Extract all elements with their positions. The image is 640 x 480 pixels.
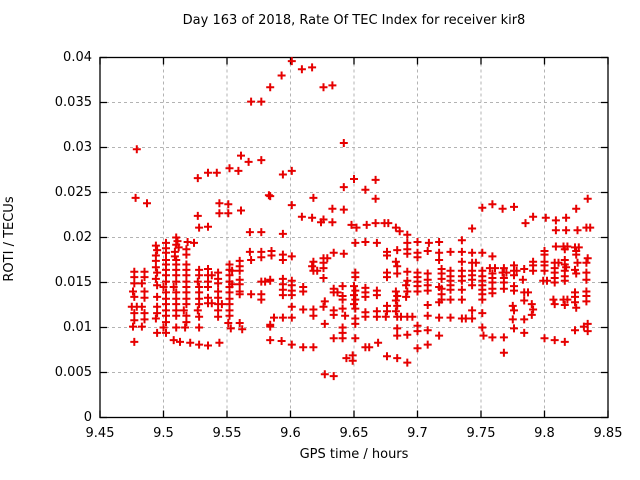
- x-tick-label: 9.75: [466, 426, 496, 441]
- x-tick-label: 9.65: [339, 426, 369, 441]
- x-tick-label: 9.5: [153, 426, 174, 441]
- y-tick-label: 0.035: [54, 94, 92, 110]
- scatter-points-roti: [127, 57, 595, 381]
- x-tick-label: 9.6: [280, 426, 301, 441]
- x-tick-label: 9.8: [534, 426, 555, 441]
- y-tick-label: 0.01: [63, 319, 92, 335]
- y-tick-label: 0: [83, 409, 92, 425]
- y-tick-label: 0.02: [63, 229, 92, 245]
- y-tick-label: 0.025: [54, 184, 92, 200]
- chart-title: Day 163 of 2018, Rate Of TEC Index for r…: [182, 13, 526, 28]
- plot-frame: [99, 56, 609, 419]
- x-tick-label: 9.55: [212, 426, 242, 441]
- x-axis-label: GPS time / hours: [299, 447, 409, 462]
- y-tick-label: 0.04: [63, 49, 92, 65]
- y-tick-label: 0.03: [63, 139, 92, 155]
- x-tick-label: 9.7: [407, 426, 428, 441]
- y-tick-label: 0.015: [54, 274, 92, 290]
- y-tick-label: 0.005: [54, 364, 92, 380]
- x-tick-label: 9.45: [85, 426, 115, 441]
- x-tick-label: 9.85: [593, 426, 623, 441]
